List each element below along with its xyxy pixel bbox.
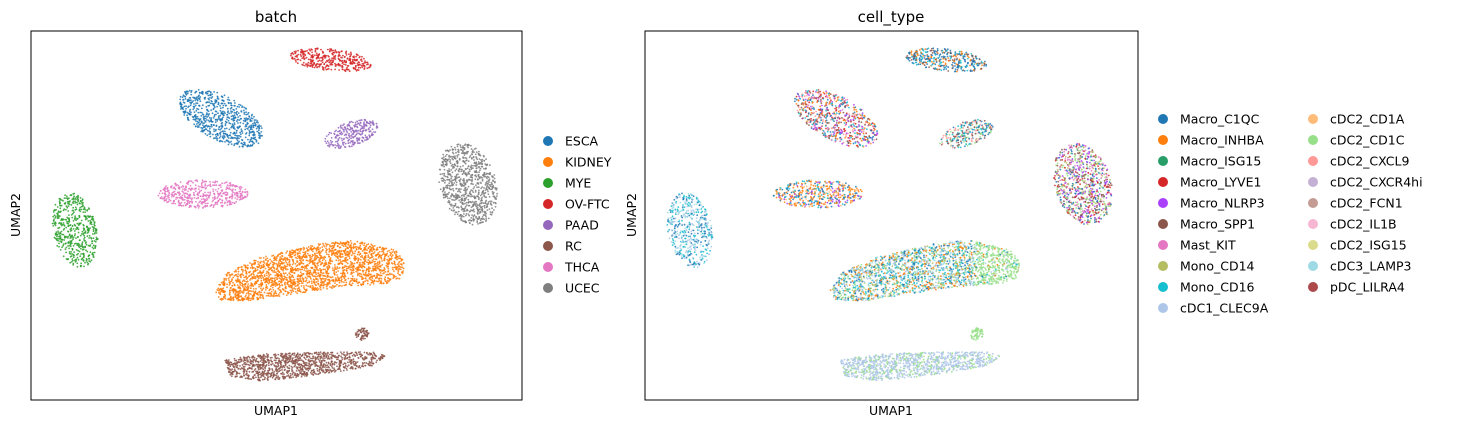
cell-type-panel: cell_type UMAP1 UMAP2 Macro_C1QC Macro_IN… (624, 8, 1423, 418)
cell-type-y-axis-label: UMAP2 (624, 193, 639, 237)
legend-label: RC (565, 239, 582, 254)
legend-label: cDC2_CD1A (1330, 112, 1405, 127)
legend-marker (1308, 219, 1318, 229)
legend-marker (1158, 219, 1168, 229)
legend-label: UCEC (565, 281, 600, 296)
batch-panel: batch UMAP1 UMAP2 ESCA KIDNEY MYE OV-FTC PAA… (8, 8, 612, 418)
legend-label: cDC3_LAMP3 (1330, 259, 1412, 274)
batch-legend: ESCA KIDNEY MYE OV-FTC PAAD RC THCA UCEC (543, 134, 612, 296)
legend-label: Macro_C1QC (1180, 112, 1260, 127)
legend-label: OV-FTC (565, 197, 610, 212)
batch-axes-frame (30, 30, 523, 401)
legend-marker (1158, 156, 1168, 166)
legend-marker (1158, 261, 1168, 271)
legend-marker (543, 136, 553, 146)
legend-label: cDC1_CLEC9A (1180, 301, 1269, 316)
legend-label: Macro_LYVE1 (1180, 175, 1261, 190)
legend-label: ESCA (565, 134, 599, 149)
legend-label: cDC2_CD1C (1330, 133, 1405, 148)
legend-marker (543, 199, 553, 209)
legend-label: cDC2_CXCR4hi (1330, 175, 1423, 190)
batch-x-axis-label: UMAP1 (254, 403, 298, 418)
legend-marker (1308, 114, 1318, 124)
cell-type-title: cell_type (858, 8, 925, 27)
legend-label: cDC2_ISG15 (1330, 238, 1407, 253)
legend-label: Macro_INHBA (1180, 133, 1264, 148)
legend-label: cDC2_FCN1 (1330, 196, 1403, 211)
legend-marker (1158, 303, 1168, 313)
legend-marker (1158, 240, 1168, 250)
legend-marker (543, 241, 553, 251)
batch-points (51, 47, 498, 382)
legend-marker (1158, 177, 1168, 187)
legend-label: Mast_KIT (1180, 238, 1236, 253)
legend-marker (1308, 261, 1318, 271)
legend-marker (1308, 282, 1318, 292)
legend-marker (543, 220, 553, 230)
legend-label: cDC2_CXCL9 (1330, 154, 1410, 169)
legend-marker (1158, 198, 1168, 208)
cell-type-x-axis-label: UMAP1 (869, 403, 913, 418)
legend-marker (1158, 282, 1168, 292)
cell-type-legend: Macro_C1QC Macro_INHBA Macro_ISG15 Macro_LY… (1158, 112, 1423, 316)
legend-label: Mono_CD16 (1180, 280, 1255, 295)
legend-label: Mono_CD14 (1180, 259, 1255, 274)
legend-marker (543, 262, 553, 272)
legend-label: Macro_ISG15 (1180, 154, 1261, 169)
legend-label: PAAD (565, 218, 599, 233)
cell-type-points (666, 47, 1113, 382)
legend-marker (543, 157, 553, 167)
legend-label: KIDNEY (565, 155, 612, 170)
legend-marker (1308, 240, 1318, 250)
legend-marker (1158, 135, 1168, 145)
cell-type-axes-frame (644, 30, 1139, 401)
legend-marker (1308, 198, 1318, 208)
legend-label: cDC2_IL1B (1330, 217, 1397, 232)
legend-label: Macro_SPP1 (1180, 217, 1255, 232)
legend-marker (1308, 177, 1318, 187)
legend-marker (543, 283, 553, 293)
legend-marker (1308, 135, 1318, 145)
legend-marker (543, 178, 553, 188)
legend-label: THCA (564, 260, 600, 275)
legend-marker (1158, 114, 1168, 124)
batch-title: batch (255, 8, 297, 26)
legend-label: pDC_LILRA4 (1330, 280, 1405, 295)
legend-label: Macro_NLRP3 (1180, 196, 1265, 211)
batch-y-axis-label: UMAP2 (8, 193, 23, 237)
legend-marker (1308, 156, 1318, 166)
legend-label: MYE (565, 176, 591, 191)
